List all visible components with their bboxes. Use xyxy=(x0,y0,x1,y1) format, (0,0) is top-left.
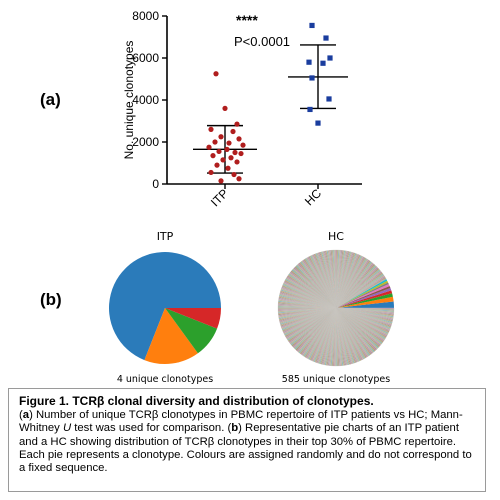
x-tick-label: ITP xyxy=(208,186,231,209)
caption-text-3: ) Representative pie charts of an ITP pa… xyxy=(19,422,472,475)
itp-point xyxy=(230,128,236,135)
itp-point xyxy=(236,176,242,182)
pie-hc-slice xyxy=(336,283,390,308)
itp-point xyxy=(212,139,218,145)
itp-point xyxy=(214,162,220,168)
itp-point xyxy=(210,153,216,159)
itp-point xyxy=(216,148,222,155)
hc-point xyxy=(320,60,326,66)
caption-text-2: test was used for comparison. ( xyxy=(71,422,232,435)
pie-itp-slice xyxy=(144,308,198,364)
pie-hc-slice xyxy=(336,293,393,308)
hc-point xyxy=(315,120,321,126)
hc-point xyxy=(326,96,332,102)
itp-point xyxy=(236,136,242,142)
hc-point xyxy=(307,106,313,113)
itp-point xyxy=(232,149,238,156)
significance-stars: **** xyxy=(236,12,258,28)
itp-point xyxy=(225,165,231,171)
pie-hc-slice xyxy=(336,280,389,308)
pie-hc-slice xyxy=(336,285,391,308)
hc-point xyxy=(327,55,333,61)
hc-point xyxy=(323,35,329,41)
itp-point xyxy=(206,144,212,150)
hc-point xyxy=(306,59,312,65)
hc-point xyxy=(309,22,315,29)
y-tick-label: 4000 xyxy=(132,93,159,107)
caption-body: (a) Number of unique TCRβ clonotypes in … xyxy=(19,409,472,475)
panel-b-label: (b) xyxy=(40,290,62,309)
scatter-plot: No. unique clonotypes **** P<0.0001 0 200… xyxy=(122,9,362,209)
caption-a-label: a xyxy=(22,409,30,422)
pie-hc-footer: 585 unique clonotypes xyxy=(282,374,390,385)
x-tick-label: HC xyxy=(302,186,324,208)
itp-point xyxy=(208,126,214,132)
panel-a-label: (a) xyxy=(40,90,61,109)
pie-hc-slice xyxy=(336,301,394,308)
pie-hc-slice xyxy=(336,290,393,308)
y-tick-label: 2000 xyxy=(132,135,159,149)
pie-hc-slice xyxy=(336,282,389,308)
pie-itp-footer: 4 unique clonotypes xyxy=(117,374,213,385)
caption-text-1: Number of unique TCRβ clonotypes in PBMC… xyxy=(19,409,463,435)
itp-point xyxy=(222,105,228,111)
y-axis-label: No. unique clonotypes xyxy=(122,41,136,160)
itp-point xyxy=(218,178,224,184)
y-tick-label: 8000 xyxy=(132,9,159,23)
caption-title: Figure 1. TCRβ clonal diversity and dist… xyxy=(19,394,374,408)
pie-chart-itp xyxy=(109,252,221,364)
pie-hc-slice xyxy=(336,288,392,308)
pie-hc-title: HC xyxy=(328,230,344,243)
figure-caption: Figure 1. TCRβ clonal diversity and dist… xyxy=(8,388,486,492)
itp-point xyxy=(220,157,226,163)
itp-point xyxy=(234,121,240,127)
itp-point xyxy=(213,71,219,77)
itp-point xyxy=(231,171,237,178)
pie-itp-title: ITP xyxy=(157,230,174,243)
p-value: P<0.0001 xyxy=(234,34,290,49)
itp-point xyxy=(228,155,234,161)
caption-u: U xyxy=(62,422,72,435)
itp-point xyxy=(208,169,214,176)
itp-point xyxy=(226,140,232,146)
y-tick-label: 6000 xyxy=(132,51,159,65)
y-tick-label: 0 xyxy=(152,177,159,191)
caption-b-label: b xyxy=(231,422,239,435)
pie-hc-slice xyxy=(335,307,395,309)
pie-itp-slice xyxy=(165,308,221,329)
itp-point xyxy=(240,142,246,148)
itp-point xyxy=(238,150,244,157)
itp-point xyxy=(234,159,240,165)
itp-point xyxy=(224,146,230,152)
pie-itp-slice xyxy=(109,252,221,361)
pie-chart-hc xyxy=(277,249,395,367)
itp-point xyxy=(218,134,224,140)
pie-itp-slice xyxy=(165,308,218,354)
pie-hc-slice xyxy=(336,296,394,308)
hc-point xyxy=(309,75,315,81)
